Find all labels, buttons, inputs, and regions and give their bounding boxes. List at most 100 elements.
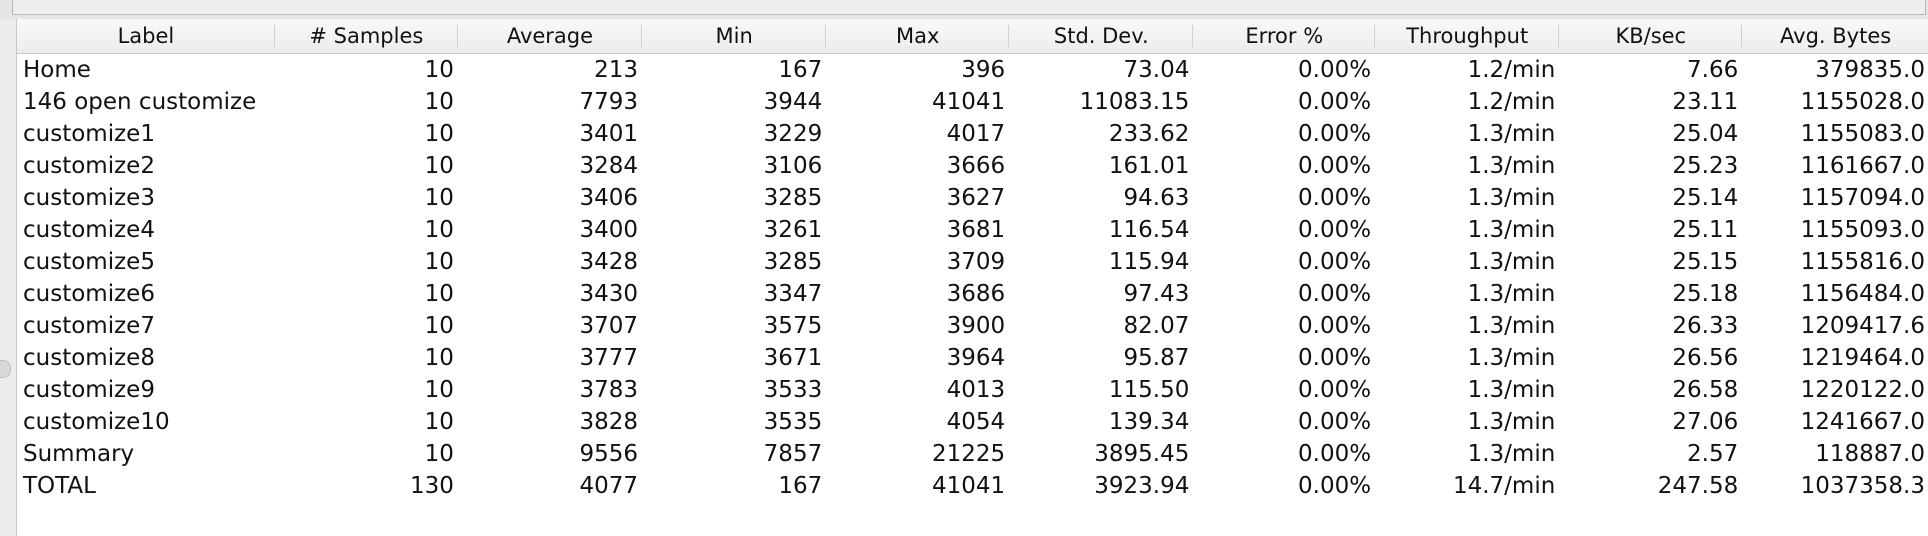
cell-average: 213 xyxy=(594,57,639,83)
cell-kb-sec: 25.11 xyxy=(1672,217,1739,243)
table-row[interactable]: customize7 10 3707 3575 3900 82.07 0.00% 1.3/mi… xyxy=(17,310,1928,342)
column-header-label[interactable]: Label xyxy=(17,19,275,54)
cell-average: 3406 xyxy=(579,185,639,211)
table-row[interactable]: customize1 10 3401 3229 4017 233.62 0.00% 1.3/m… xyxy=(17,118,1928,150)
cell-error-percent: 0.00% xyxy=(1298,473,1372,499)
cell-label: TOTAL xyxy=(23,473,96,499)
cell-avg-bytes: 1156484.0 xyxy=(1800,281,1925,307)
cell-label: Summary xyxy=(23,441,135,467)
cell-max: 4054 xyxy=(946,409,1006,435)
cell-average: 4077 xyxy=(579,473,639,499)
cell-label: customize8 xyxy=(23,345,155,371)
cell-throughput: 1.3/min xyxy=(1467,377,1556,403)
cell-average: 3783 xyxy=(579,377,639,403)
table-row[interactable]: TOTAL 130 4077 167 41041 3923.94 0.00% 14.7/min… xyxy=(17,470,1928,502)
table-body: Home 10 213 167 396 73.04 0.00% 1.2/min 7.66 3798… xyxy=(17,54,1928,503)
table-row[interactable]: customize8 10 3777 3671 3964 95.87 0.00% 1.3/mi… xyxy=(17,342,1928,374)
cell-error-percent: 0.00% xyxy=(1298,89,1372,115)
cell-label: customize1 xyxy=(23,121,155,147)
cell-avg-bytes: 1155028.0 xyxy=(1800,89,1925,115)
table-row[interactable]: customize10 10 3828 3535 4054 139.34 0.00% 1.3/… xyxy=(17,406,1928,438)
cell-max: 21225 xyxy=(932,441,1006,467)
cell-kb-sec: 23.11 xyxy=(1672,89,1739,115)
cell-kb-sec: 25.14 xyxy=(1672,185,1739,211)
column-header-min[interactable]: Min xyxy=(642,19,827,54)
column-header-avg-bytes[interactable]: Avg. Bytes xyxy=(1742,19,1928,54)
column-header-average[interactable]: Average xyxy=(457,19,643,54)
cell-std-dev: 115.50 xyxy=(1108,377,1190,403)
cell-throughput: 1.3/min xyxy=(1467,345,1556,371)
column-header-error-percent[interactable]: Error % xyxy=(1193,19,1376,54)
cell-error-percent: 0.00% xyxy=(1298,313,1372,339)
cell-kb-sec: 25.23 xyxy=(1672,153,1739,179)
cell-label: 146 open customize xyxy=(23,89,257,115)
cell-std-dev: 73.04 xyxy=(1123,57,1190,83)
cell-error-percent: 0.00% xyxy=(1298,153,1372,179)
cell-kb-sec: 25.18 xyxy=(1672,281,1739,307)
cell-std-dev: 11083.15 xyxy=(1079,89,1190,115)
cell-avg-bytes: 1241667.0 xyxy=(1800,409,1925,435)
column-header-kb-sec[interactable]: KB/sec xyxy=(1559,19,1743,54)
column-header-throughput[interactable]: Throughput xyxy=(1375,19,1560,54)
cell-throughput: 1.3/min xyxy=(1467,441,1556,467)
cell-samples: 10 xyxy=(424,377,454,403)
cell-std-dev: 115.94 xyxy=(1108,249,1190,275)
cell-min: 3229 xyxy=(763,121,823,147)
cell-samples: 10 xyxy=(424,249,454,275)
column-header-samples[interactable]: # Samples xyxy=(274,19,458,54)
cell-std-dev: 3895.45 xyxy=(1094,441,1190,467)
table-row[interactable]: customize2 10 3284 3106 3666 161.01 0.00% 1.3/m… xyxy=(17,150,1928,182)
table-row[interactable]: customize9 10 3783 3533 4013 115.50 0.00% 1.3/m… xyxy=(17,374,1928,406)
cell-std-dev: 116.54 xyxy=(1108,217,1190,243)
cell-error-percent: 0.00% xyxy=(1298,281,1372,307)
cell-samples: 10 xyxy=(424,153,454,179)
cell-min: 167 xyxy=(778,473,823,499)
table-row[interactable]: customize3 10 3406 3285 3627 94.63 0.00% 1.3/mi… xyxy=(17,182,1928,214)
cell-label: Home xyxy=(23,57,91,83)
table-row[interactable]: Home 10 213 167 396 73.04 0.00% 1.2/min 7.66 3798… xyxy=(17,54,1928,87)
cell-samples: 10 xyxy=(424,89,454,115)
table-row[interactable]: 146 open customize 10 7793 3944 41041 11083.1… xyxy=(17,86,1928,118)
cell-avg-bytes: 1219464.0 xyxy=(1800,345,1925,371)
cell-max: 4017 xyxy=(946,121,1006,147)
cell-std-dev: 95.87 xyxy=(1123,345,1190,371)
cell-error-percent: 0.00% xyxy=(1298,121,1372,147)
cell-throughput: 1.3/min xyxy=(1467,185,1556,211)
table-row[interactable]: customize5 10 3428 3285 3709 115.94 0.00% 1.3/m… xyxy=(17,246,1928,278)
cell-error-percent: 0.00% xyxy=(1298,185,1372,211)
cell-error-percent: 0.00% xyxy=(1298,345,1372,371)
cell-average: 3430 xyxy=(579,281,639,307)
split-pane-handle[interactable] xyxy=(0,360,11,378)
cell-min: 3285 xyxy=(763,185,823,211)
cell-std-dev: 139.34 xyxy=(1108,409,1190,435)
cell-std-dev: 161.01 xyxy=(1108,153,1190,179)
cell-min: 3535 xyxy=(763,409,823,435)
cell-kb-sec: 26.56 xyxy=(1672,345,1739,371)
cell-samples: 10 xyxy=(424,313,454,339)
cell-average: 3777 xyxy=(579,345,639,371)
cell-samples: 10 xyxy=(424,345,454,371)
table-row[interactable]: Summary 10 9556 7857 21225 3895.45 0.00% 1.3/mi… xyxy=(17,438,1928,470)
cell-max: 3964 xyxy=(946,345,1006,371)
cell-avg-bytes: 1037358.3 xyxy=(1800,473,1925,499)
cell-average: 3707 xyxy=(579,313,639,339)
cell-std-dev: 233.62 xyxy=(1108,121,1190,147)
cell-min: 3575 xyxy=(763,313,823,339)
cell-throughput: 1.3/min xyxy=(1467,281,1556,307)
cell-samples: 10 xyxy=(424,185,454,211)
cell-kb-sec: 2.57 xyxy=(1687,441,1739,467)
cell-throughput: 1.3/min xyxy=(1467,217,1556,243)
cell-max: 4013 xyxy=(946,377,1006,403)
cell-error-percent: 0.00% xyxy=(1298,249,1372,275)
table-row[interactable]: customize6 10 3430 3347 3686 97.43 0.00% 1.3/mi… xyxy=(17,278,1928,310)
cell-throughput: 1.3/min xyxy=(1467,153,1556,179)
table-row[interactable]: customize4 10 3400 3261 3681 116.54 0.00% 1.3/m… xyxy=(17,214,1928,246)
column-header-std-dev[interactable]: Std. Dev. xyxy=(1009,19,1194,54)
cell-max: 3686 xyxy=(946,281,1006,307)
cell-throughput: 1.3/min xyxy=(1467,249,1556,275)
cell-throughput: 1.3/min xyxy=(1467,313,1556,339)
cell-std-dev: 82.07 xyxy=(1123,313,1190,339)
cell-throughput: 1.3/min xyxy=(1467,409,1556,435)
column-header-max[interactable]: Max xyxy=(826,19,1010,54)
